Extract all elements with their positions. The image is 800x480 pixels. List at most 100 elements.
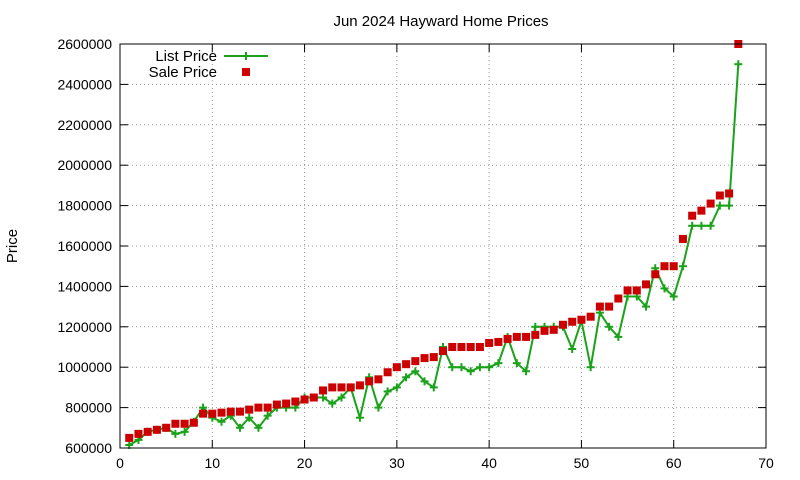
y-tick-label: 2000000	[57, 157, 112, 173]
list-price-point	[605, 322, 614, 331]
sale-price-point	[402, 360, 411, 369]
list-price-point	[457, 363, 466, 372]
list-price-point	[392, 383, 401, 392]
sale-price-point	[365, 377, 374, 386]
sale-price-point	[503, 334, 512, 343]
x-tick-label: 0	[116, 455, 124, 471]
x-tick-label: 50	[574, 455, 590, 471]
sale-price-point	[614, 294, 623, 303]
sale-price-point	[226, 407, 235, 416]
x-tick-label: 10	[204, 455, 220, 471]
sale-price-point	[466, 343, 475, 351]
axis-ticks: 600000 800000 1000000 1200000 1400000 1600000…	[57, 36, 774, 471]
list-price-point	[688, 221, 697, 230]
sale-price-point	[494, 337, 503, 346]
sale-price-point	[522, 332, 531, 341]
x-tick-label: 40	[481, 455, 497, 471]
list-price-point	[420, 377, 429, 386]
x-tick-label: 30	[389, 455, 405, 471]
list-price-point	[485, 363, 494, 372]
list-price-point	[614, 332, 623, 341]
sale-price-point	[189, 418, 198, 427]
sale-price-point	[669, 262, 678, 271]
y-tick-label: 600000	[65, 440, 112, 456]
sale-price-point	[235, 407, 244, 416]
list-price-point	[448, 363, 457, 372]
x-tick-label: 70	[758, 455, 774, 471]
sale-price-point	[457, 343, 466, 351]
sale-price-point	[549, 325, 558, 334]
list-price-point	[235, 423, 244, 432]
sale-price-point	[420, 354, 429, 363]
sale-price-point	[623, 286, 632, 295]
y-tick-label: 1800000	[57, 198, 112, 214]
sale-price-point	[595, 302, 604, 311]
sale-price-point	[374, 375, 383, 384]
sale-price-point	[300, 395, 309, 404]
sale-price-point	[134, 429, 143, 438]
x-tick-label: 60	[666, 455, 682, 471]
list-price-point	[697, 221, 706, 230]
legend-sale-marker	[242, 68, 250, 76]
sale-price-point	[346, 383, 355, 392]
y-tick-label: 1200000	[57, 319, 112, 335]
list-price-point	[669, 292, 678, 301]
list-price-point	[429, 383, 438, 392]
series-layer	[125, 40, 743, 449]
list-price-point	[411, 367, 420, 376]
sale-price-point	[272, 400, 281, 409]
list-price-point	[522, 367, 531, 376]
list-price-point	[171, 429, 180, 438]
grid	[120, 44, 766, 448]
sale-price-point	[263, 403, 272, 412]
sale-price-point	[540, 326, 549, 335]
list-price-point	[706, 221, 715, 230]
list-price-point	[355, 413, 364, 422]
sale-price-point	[688, 211, 697, 220]
sale-price-point	[171, 419, 180, 428]
list-price-point	[568, 345, 577, 354]
sale-price-point	[660, 262, 669, 271]
sale-price-point	[180, 419, 189, 428]
sale-price-point	[632, 286, 641, 295]
list-price-point	[678, 262, 687, 271]
sale-price-point	[392, 363, 401, 372]
legend-list-marker	[242, 52, 250, 60]
list-price-point	[512, 359, 521, 368]
list-price-point	[328, 399, 337, 408]
y-tick-label: 2400000	[57, 76, 112, 92]
sale-price-point	[485, 338, 494, 347]
legend-list-label: List Price	[155, 48, 217, 65]
legend-sale-label: Sale Price	[149, 64, 217, 81]
list-price-point	[660, 284, 669, 293]
list-price-point	[319, 393, 328, 402]
sale-price-point	[697, 206, 706, 215]
list-price-point	[337, 393, 346, 402]
list-price-point	[402, 373, 411, 382]
y-tick-label: 2600000	[57, 36, 112, 52]
legend: List Price Sale Price	[149, 48, 268, 81]
sale-price-point	[254, 403, 263, 412]
sale-price-point	[383, 368, 392, 377]
sale-price-point	[208, 409, 217, 418]
sale-price-point	[706, 199, 715, 208]
sale-price-point	[651, 270, 660, 279]
sale-price-point	[475, 343, 484, 351]
sale-price-point	[642, 280, 651, 289]
y-tick-label: 800000	[65, 400, 112, 416]
list-price-point	[725, 201, 734, 210]
sale-price-point	[319, 386, 328, 395]
sale-price-point	[715, 191, 724, 200]
sale-price-point	[125, 433, 134, 442]
list-price-point	[531, 322, 540, 331]
y-tick-label: 2200000	[57, 117, 112, 133]
sale-price-point	[568, 317, 577, 326]
sale-price-point	[291, 397, 300, 406]
sale-price-point	[337, 383, 346, 392]
sale-price-point	[512, 332, 521, 341]
list-price-point	[494, 359, 503, 368]
list-price-point	[263, 411, 272, 420]
list-price-point	[734, 60, 743, 69]
